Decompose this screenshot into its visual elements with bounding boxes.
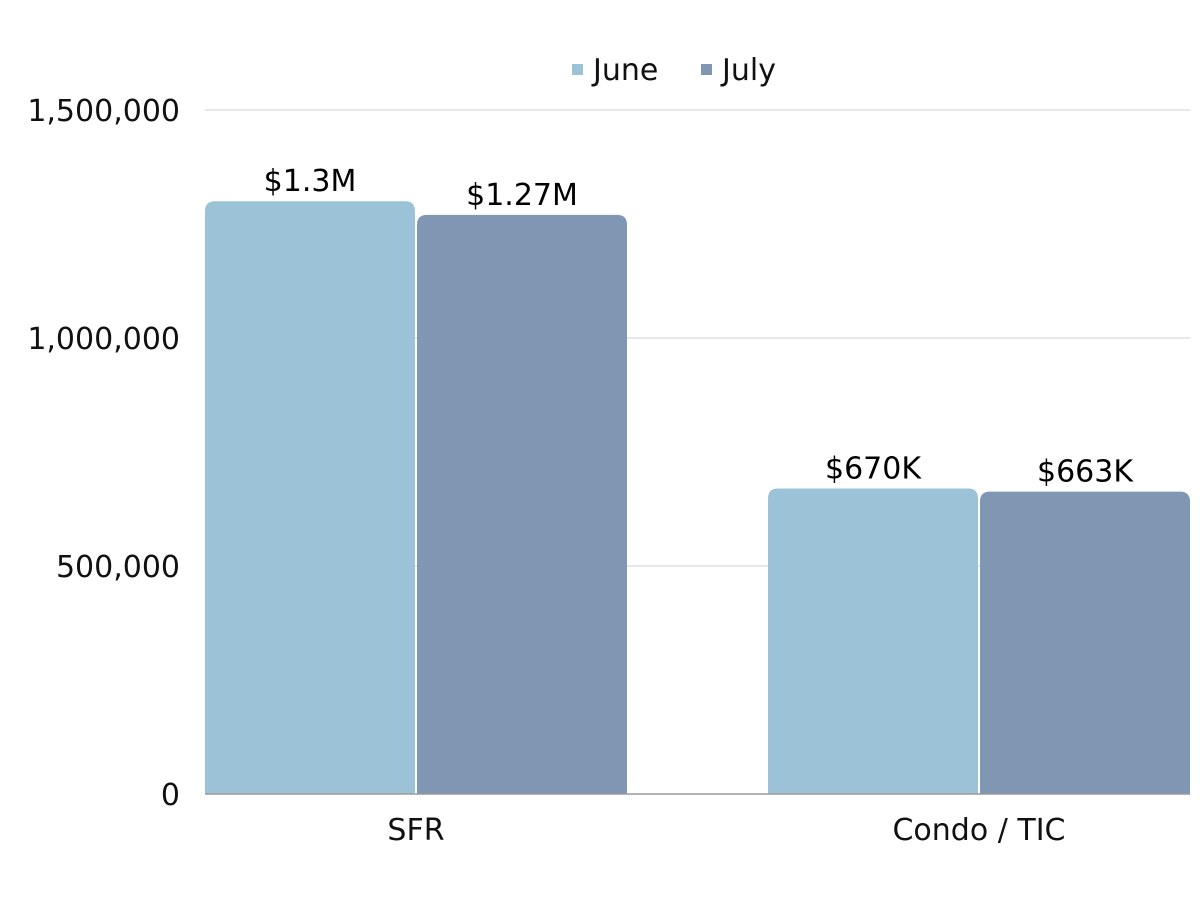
axes: 0 500,000 1,000,000 1,500,000 SFR Condo / TIC [27, 94, 1190, 848]
y-tick-label: 0 [161, 778, 180, 813]
legend-swatch-june [572, 64, 583, 75]
data-label: $1.3M [264, 164, 357, 199]
bar-june-1 [768, 488, 978, 794]
bar-june-0 [205, 201, 415, 794]
data-label: $670K [825, 451, 922, 486]
x-category-label: Condo / TIC [892, 813, 1065, 848]
x-category-label: SFR [387, 813, 444, 848]
bar-july-0 [417, 214, 627, 794]
y-tick-label: 1,000,000 [27, 322, 180, 357]
legend: June July [572, 53, 776, 88]
legend-label-june: June [591, 53, 658, 88]
legend-swatch-july [701, 64, 712, 75]
data-label: $663K [1037, 455, 1134, 490]
legend-label-july: July [720, 53, 776, 88]
y-tick-label: 1,500,000 [27, 94, 180, 129]
bar-july-1 [980, 491, 1190, 794]
y-tick-label: 500,000 [56, 550, 180, 585]
data-label: $1.27M [466, 178, 578, 213]
bars: $1.3M $1.27M $670K $663K [205, 164, 1190, 794]
